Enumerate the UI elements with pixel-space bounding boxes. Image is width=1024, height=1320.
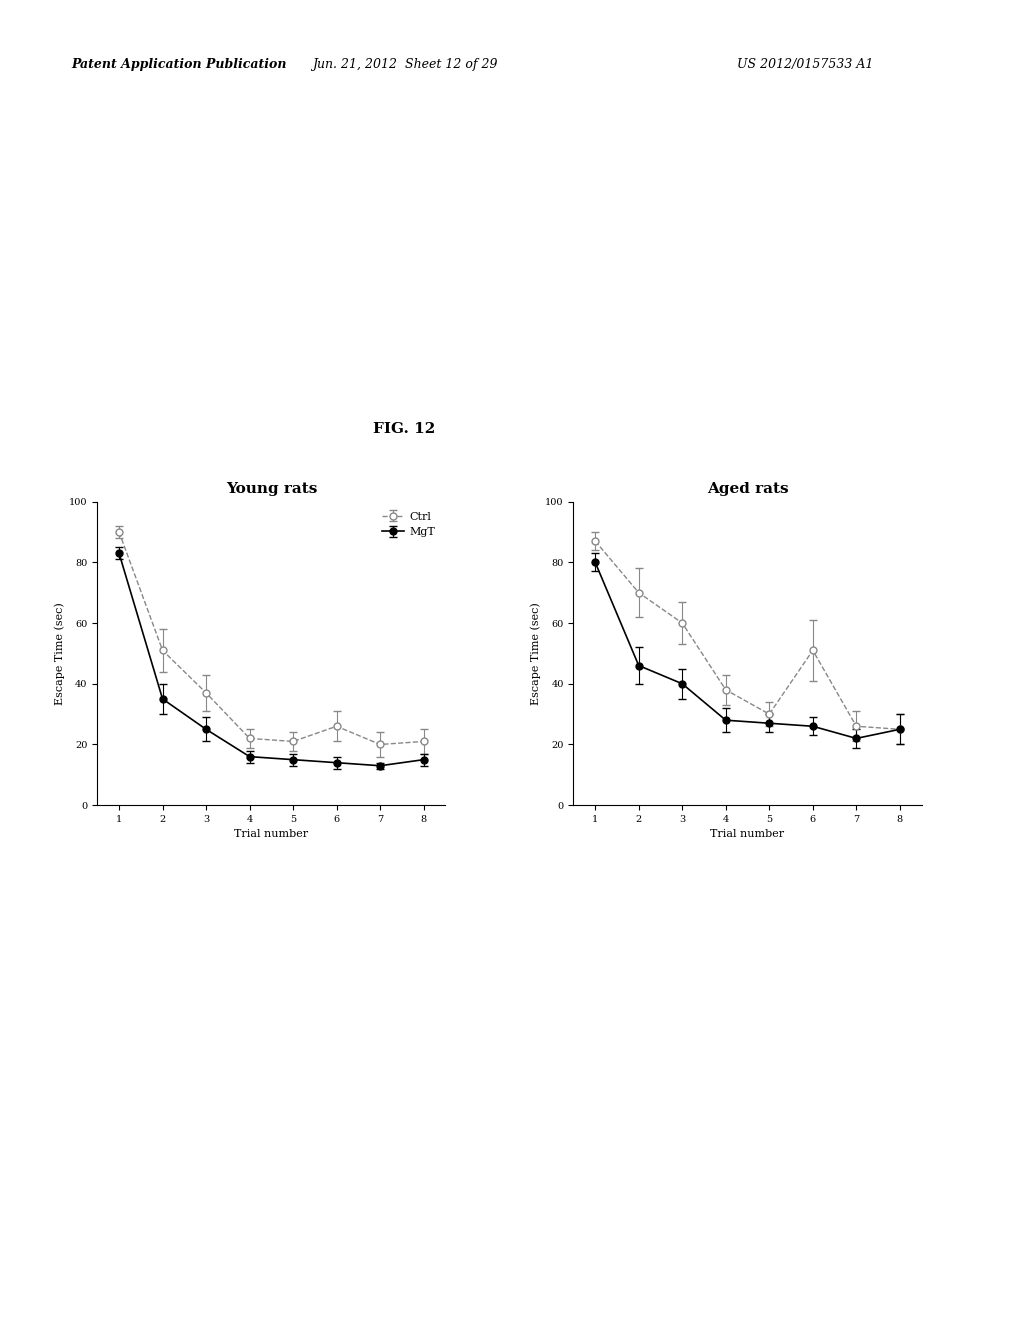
X-axis label: Trial number: Trial number	[711, 829, 784, 840]
Legend: Ctrl, MgT: Ctrl, MgT	[378, 507, 440, 541]
Y-axis label: Escape Time (sec): Escape Time (sec)	[54, 602, 65, 705]
Text: US 2012/0157533 A1: US 2012/0157533 A1	[737, 58, 873, 71]
Title: Aged rats: Aged rats	[707, 482, 788, 496]
Text: Jun. 21, 2012  Sheet 12 of 29: Jun. 21, 2012 Sheet 12 of 29	[311, 58, 498, 71]
Y-axis label: Escape Time (sec): Escape Time (sec)	[530, 602, 541, 705]
Text: Patent Application Publication: Patent Application Publication	[72, 58, 287, 71]
Title: Young rats: Young rats	[225, 482, 317, 496]
X-axis label: Trial number: Trial number	[234, 829, 308, 840]
Text: FIG. 12: FIG. 12	[374, 422, 435, 437]
